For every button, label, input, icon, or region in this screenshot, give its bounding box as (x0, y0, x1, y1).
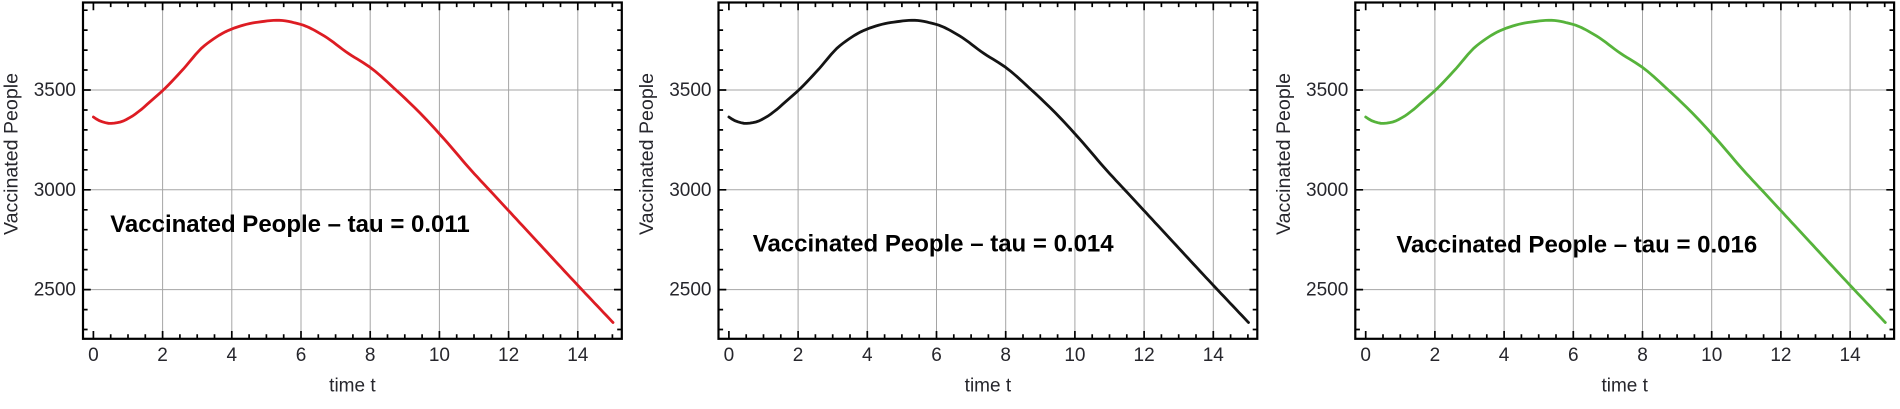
svg-text:0: 0 (724, 345, 735, 366)
svg-text:Vaccinated People – tau = 0.01: Vaccinated People – tau = 0.011 (110, 211, 470, 238)
svg-text:time t: time t (965, 376, 1012, 397)
svg-text:6: 6 (931, 345, 942, 366)
svg-text:3500: 3500 (1306, 80, 1348, 101)
svg-text:12: 12 (1770, 345, 1791, 366)
svg-text:Vaccinated People: Vaccinated People (636, 73, 658, 235)
svg-text:4: 4 (227, 345, 238, 366)
svg-text:10: 10 (1701, 345, 1722, 366)
svg-text:10: 10 (1064, 345, 1085, 366)
svg-text:3000: 3000 (669, 180, 711, 201)
svg-text:2: 2 (1430, 345, 1441, 366)
svg-text:8: 8 (1000, 345, 1011, 366)
svg-text:4: 4 (1499, 345, 1510, 366)
svg-text:14: 14 (567, 345, 589, 366)
svg-text:8: 8 (365, 345, 376, 366)
svg-text:8: 8 (1637, 345, 1648, 366)
svg-text:0: 0 (1360, 345, 1371, 366)
svg-text:14: 14 (1203, 345, 1225, 366)
svg-text:10: 10 (429, 345, 450, 366)
svg-text:Vaccinated People – tau = 0.01: Vaccinated People – tau = 0.014 (753, 230, 1115, 257)
svg-text:6: 6 (296, 345, 307, 366)
svg-text:12: 12 (498, 345, 519, 366)
svg-text:Vaccinated People: Vaccinated People (1, 73, 23, 235)
svg-text:3500: 3500 (669, 80, 711, 101)
svg-text:12: 12 (1134, 345, 1155, 366)
svg-text:0: 0 (88, 345, 99, 366)
svg-text:2: 2 (793, 345, 804, 366)
svg-text:Vaccinated People: Vaccinated People (1273, 73, 1295, 235)
svg-text:2500: 2500 (669, 280, 711, 301)
svg-text:6: 6 (1568, 345, 1579, 366)
svg-text:2500: 2500 (34, 280, 76, 301)
svg-text:2: 2 (157, 345, 168, 366)
svg-text:3000: 3000 (1306, 180, 1348, 201)
svg-text:14: 14 (1840, 345, 1862, 366)
svg-text:2500: 2500 (1306, 280, 1348, 301)
svg-text:3000: 3000 (34, 180, 76, 201)
svg-text:time t: time t (329, 376, 376, 397)
svg-text:3500: 3500 (34, 80, 76, 101)
svg-text:Vaccinated People – tau = 0.01: Vaccinated People – tau = 0.016 (1396, 232, 1757, 259)
svg-text:4: 4 (862, 345, 873, 366)
svg-text:time t: time t (1601, 376, 1648, 397)
